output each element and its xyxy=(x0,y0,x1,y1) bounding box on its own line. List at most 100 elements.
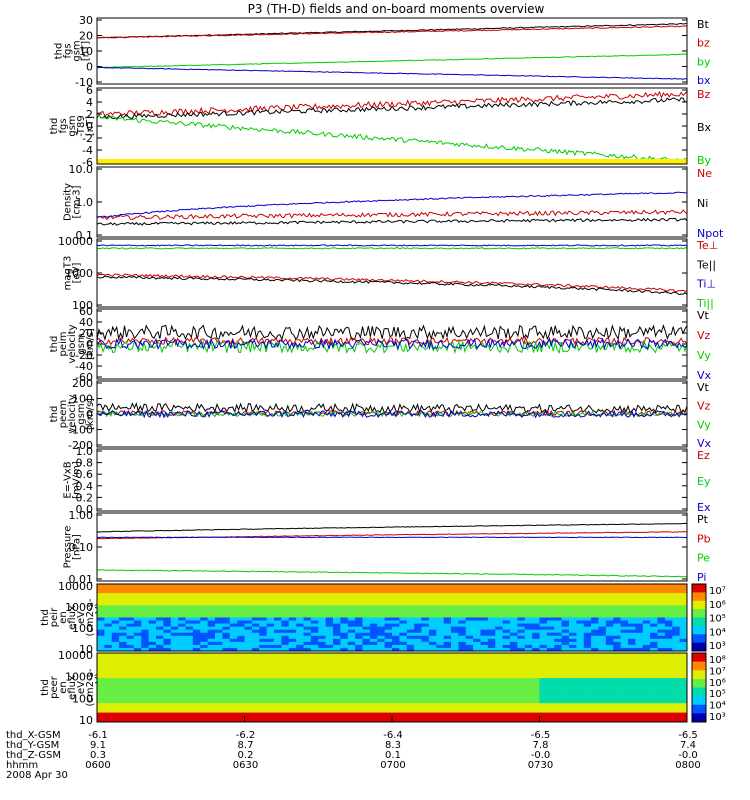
heatmap-cell xyxy=(318,599,326,603)
heatmap-cell xyxy=(281,700,290,704)
heatmap-cell xyxy=(392,644,400,649)
heatmap-cell xyxy=(97,647,105,652)
heatmap-cell xyxy=(554,620,562,624)
heatmap-cell xyxy=(296,703,304,707)
heatmap-cell xyxy=(185,668,194,673)
heatmap-cell xyxy=(325,684,334,688)
heatmap-cell xyxy=(524,644,533,649)
heatmap-cell xyxy=(377,687,385,691)
heatmap-cell xyxy=(281,638,290,643)
heatmap-cell xyxy=(524,611,533,615)
heatmap-cell xyxy=(487,693,496,698)
y-tick-label: -40 xyxy=(75,360,93,373)
heatmap-cell xyxy=(340,596,349,600)
heatmap-cell xyxy=(421,602,430,606)
legend-entry: Ni xyxy=(697,197,708,210)
heatmap-cell xyxy=(318,690,326,695)
heatmap-cell xyxy=(546,693,555,698)
heatmap-cell xyxy=(679,662,688,666)
heatmap-cell xyxy=(192,596,201,600)
heatmap-cell xyxy=(576,602,585,606)
heatmap-cell xyxy=(296,626,304,630)
heatmap-cell xyxy=(406,614,415,618)
heatmap-cell xyxy=(259,671,267,676)
heatmap-cell xyxy=(414,693,422,698)
heatmap-cell xyxy=(495,647,503,652)
heatmap-cell xyxy=(428,593,437,597)
heatmap-cell xyxy=(613,665,621,669)
heatmap-cell xyxy=(679,617,688,621)
heatmap-cell xyxy=(222,687,231,691)
heatmap-cell xyxy=(185,602,194,606)
heatmap-cell xyxy=(310,718,319,723)
heatmap-cell xyxy=(495,617,503,621)
heatmap-cell xyxy=(200,590,208,594)
heatmap-cell xyxy=(421,611,430,615)
heatmap-cell xyxy=(244,687,253,691)
heatmap-cell xyxy=(443,614,452,618)
heatmap-cell xyxy=(517,693,526,698)
legend-entry: Bz xyxy=(697,88,711,101)
heatmap-cell xyxy=(487,715,496,720)
heatmap-cell xyxy=(288,638,297,643)
legend-entry: Ey xyxy=(697,475,711,488)
colorbar-segment xyxy=(692,592,706,602)
heatmap-cell xyxy=(237,706,245,710)
heatmap-cell xyxy=(229,681,238,685)
heatmap-cell xyxy=(126,659,135,663)
heatmap-cell xyxy=(119,602,127,606)
heatmap-cell xyxy=(362,620,371,624)
heatmap-cell xyxy=(288,709,297,713)
heatmap-cell xyxy=(569,620,577,624)
heatmap-cell xyxy=(524,638,533,643)
heatmap-cell xyxy=(237,656,245,660)
y-tick-label: 10 xyxy=(79,643,93,656)
heatmap-cell xyxy=(487,641,496,646)
heatmap-cell xyxy=(347,635,356,640)
heatmap-cell xyxy=(576,644,585,649)
heatmap-cell xyxy=(340,605,349,609)
heatmap-cell xyxy=(591,632,599,637)
heatmap-cell xyxy=(178,605,186,609)
heatmap-cell xyxy=(561,662,570,666)
heatmap-cell xyxy=(325,678,334,682)
heatmap-cell xyxy=(598,700,607,704)
heatmap-cell xyxy=(487,718,496,723)
heatmap-cell xyxy=(237,712,245,717)
heatmap-cell xyxy=(524,674,533,679)
heatmap-cell xyxy=(495,696,503,701)
heatmap-cell xyxy=(436,674,444,679)
heatmap-cell xyxy=(473,665,481,669)
heatmap-cell xyxy=(156,696,164,701)
heatmap-cell xyxy=(237,693,245,698)
heatmap-cell xyxy=(384,684,393,688)
heatmap-cell xyxy=(325,620,334,624)
heatmap-cell xyxy=(554,665,562,669)
heatmap-cell xyxy=(473,709,481,713)
heatmap-cell xyxy=(672,659,680,663)
ylabel-line: gsm xyxy=(72,40,83,61)
heatmap-cell xyxy=(229,599,238,603)
heatmap-cell xyxy=(517,590,526,594)
heatmap-cell xyxy=(237,638,245,643)
heatmap-cell xyxy=(303,599,312,603)
heatmap-cell xyxy=(244,635,253,640)
heatmap-cell xyxy=(421,596,430,600)
heatmap-cell xyxy=(443,590,452,594)
heatmap-cell xyxy=(598,626,607,630)
heatmap-cell xyxy=(266,590,275,594)
heatmap-cell xyxy=(443,712,452,717)
heatmap-cell xyxy=(605,602,614,606)
heatmap-cell xyxy=(642,662,651,666)
heatmap-cell xyxy=(384,620,393,624)
heatmap-cell xyxy=(369,718,378,723)
heatmap-cell xyxy=(428,584,437,588)
heatmap-cell xyxy=(362,671,371,676)
heatmap-cell xyxy=(133,712,142,717)
heatmap-cell xyxy=(635,635,644,640)
heatmap-cell xyxy=(281,632,290,637)
heatmap-cell xyxy=(266,614,275,618)
heatmap-cell xyxy=(605,605,614,609)
heatmap-cell xyxy=(406,653,415,657)
heatmap-cell xyxy=(546,690,555,695)
